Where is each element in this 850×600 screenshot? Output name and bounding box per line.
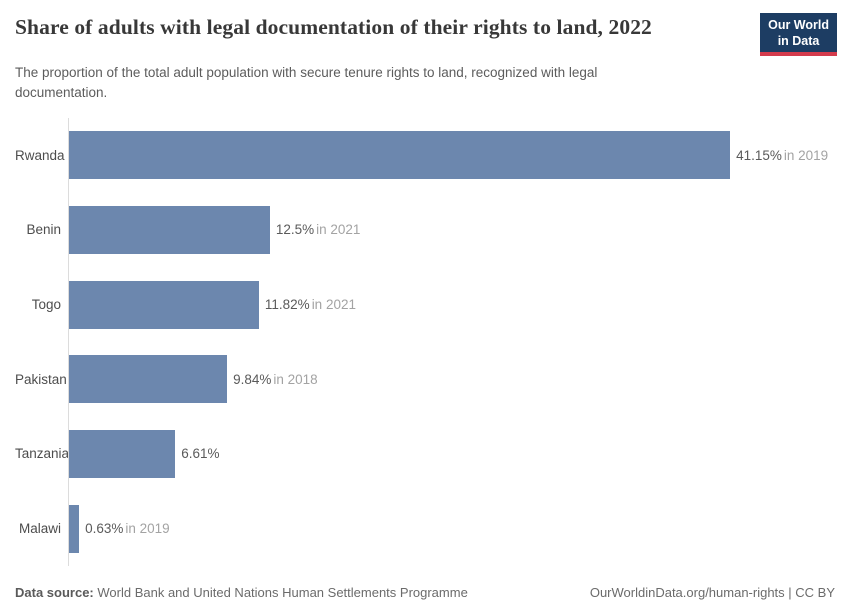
chart-row-tanzania: Tanzania 6.61% — [15, 416, 835, 492]
bar-pakistan[interactable] — [69, 355, 228, 404]
value-number: 11.82% — [264, 297, 310, 313]
category-label-pakistan: Pakistan — [15, 371, 67, 387]
chart-footer: Data source: World Bank and United Natio… — [0, 566, 850, 600]
value-year: in 2021 — [311, 297, 356, 313]
title-row: Share of adults with legal documentation… — [15, 13, 837, 56]
data-source-value: World Bank and United Nations Human Sett… — [97, 584, 468, 600]
credit-link[interactable]: OurWorldinData.org/human-rights | CC BY — [589, 584, 835, 600]
data-source: Data source: World Bank and United Natio… — [15, 585, 468, 600]
value-number: 9.84% — [233, 371, 272, 387]
value-label-rwanda: 41.15% in 2019 — [736, 148, 828, 163]
bar-malawi[interactable] — [69, 504, 80, 553]
owid-logo-line2: in Data — [777, 34, 820, 48]
chart-header: Share of adults with legal documentation… — [0, 0, 850, 103]
chart-row-pakistan: Pakistan 9.84% in 2018 — [15, 341, 835, 417]
category-label-malawi: Malawi — [18, 521, 61, 537]
value-year: in 2018 — [273, 371, 318, 387]
category-label-tanzania: Tanzania — [15, 446, 70, 462]
bar-track: 6.61% — [68, 416, 835, 492]
bar-track: 11.82% in 2021 — [68, 267, 835, 342]
value-year: in 2021 — [316, 222, 361, 238]
bar-track: 41.15% in 2019 — [68, 118, 835, 193]
bar-track: 9.84% in 2018 — [68, 341, 835, 417]
value-number: 0.63% — [85, 521, 124, 537]
bar-track: 0.63% in 2019 — [68, 491, 835, 566]
bar-track: 12.5% in 2021 — [68, 192, 835, 268]
chart-row-togo: Togo 11.82% in 2021 — [15, 267, 835, 342]
chart-row-malawi: Malawi 0.63% in 2019 — [15, 491, 835, 566]
value-label-benin: 12.5% in 2021 — [276, 222, 361, 237]
value-label-malawi: 0.63% in 2019 — [85, 521, 170, 536]
value-number: 6.61% — [181, 446, 220, 462]
value-number: 12.5% — [275, 222, 315, 238]
bar-togo[interactable] — [69, 280, 259, 329]
value-label-pakistan: 9.84% in 2018 — [233, 372, 318, 387]
value-label-togo: 11.82% in 2021 — [265, 297, 356, 312]
category-label-togo: Togo — [31, 297, 61, 313]
value-year: in 2019 — [125, 521, 170, 537]
chart-title: Share of adults with legal documentation… — [15, 15, 652, 39]
data-source-label: Data source: — [15, 584, 94, 600]
chart-row-benin: Benin 12.5% in 2021 — [15, 192, 835, 268]
chart-row-rwanda: Rwanda 41.15% in 2019 — [15, 118, 835, 193]
value-number: 41.15% — [736, 147, 782, 163]
owid-logo[interactable]: Our World in Data — [760, 13, 837, 56]
value-label-tanzania: 6.61% — [181, 446, 219, 461]
category-label-rwanda: Rwanda — [15, 147, 65, 163]
bar-benin[interactable] — [69, 205, 270, 254]
bar-chart: Rwanda 41.15% in 2019 Benin 12.5% in 2021 Togo… — [15, 118, 835, 566]
value-year: in 2019 — [783, 147, 829, 163]
owid-logo-line1: Our World — [768, 18, 829, 32]
bar-rwanda[interactable] — [69, 131, 731, 180]
category-label-benin: Benin — [26, 222, 61, 238]
bar-tanzania[interactable] — [69, 429, 176, 478]
chart-subtitle: The proportion of the total adult popula… — [15, 65, 598, 100]
